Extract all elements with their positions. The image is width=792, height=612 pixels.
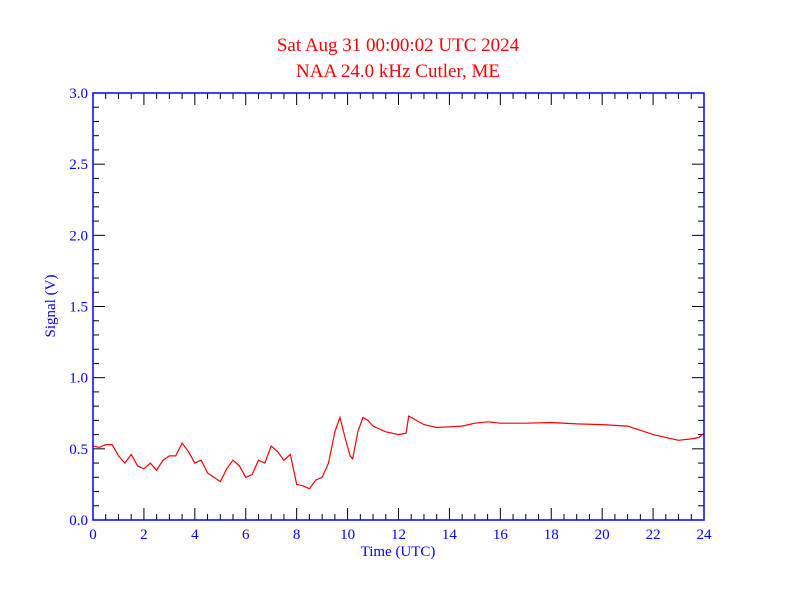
- plot-frame: [92, 92, 705, 521]
- y-axis-label: Signal (V): [43, 275, 59, 338]
- y-tick-label: 0.0: [69, 513, 88, 529]
- chart-title: Sat Aug 31 00:00:02 UTC 2024: [277, 35, 520, 56]
- y-tick-label: 2.5: [69, 157, 88, 173]
- chart-subtitle: NAA 24.0 kHz Cutler, ME: [296, 61, 500, 82]
- x-tick-label: 16: [493, 527, 509, 543]
- x-tick-label: 6: [242, 527, 250, 543]
- y-tick-label: 0.5: [69, 442, 88, 458]
- y-tick-label: 2.0: [69, 228, 88, 244]
- x-tick-label: 18: [544, 527, 559, 543]
- x-tick-label: 4: [191, 527, 199, 543]
- ticks: [92, 92, 705, 521]
- x-tick-label: 12: [391, 527, 406, 543]
- x-axis-label: Time (UTC): [361, 544, 436, 560]
- x-tick-label: 22: [646, 527, 661, 543]
- x-tick-label: 10: [340, 527, 355, 543]
- x-tick-label: 8: [293, 527, 301, 543]
- y-tick-label: 1.0: [69, 371, 88, 387]
- y-tick-label: 1.5: [69, 300, 88, 316]
- x-tick-label: 2: [140, 527, 148, 543]
- series-line-signal: [92, 415, 705, 490]
- tick-labels: 0 2 4 6 8 10 12 14 16 18 20 22 240.00.51.01.52.02.53…: [69, 86, 712, 543]
- x-tick-label: 0: [89, 527, 97, 543]
- y-tick-label: 3.0: [69, 86, 88, 102]
- x-tick-label: 20: [595, 527, 610, 543]
- x-tick-label: 14: [442, 527, 458, 543]
- x-tick-label: 24: [697, 527, 713, 543]
